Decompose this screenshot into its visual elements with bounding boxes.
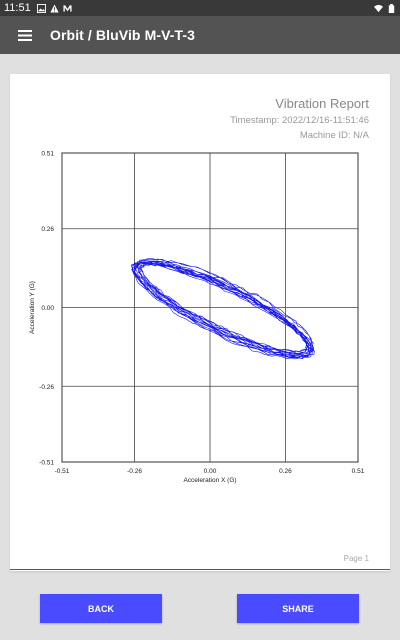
share-button[interactable]: SHARE — [237, 594, 359, 623]
hamburger-menu-icon — [18, 29, 32, 41]
y-tick-label: 0.51 — [41, 151, 54, 158]
image-icon — [36, 3, 46, 13]
y-tick-label: -0.26 — [39, 384, 54, 391]
y-tick-label: 0.00 — [41, 305, 54, 312]
status-bar: 11:51 — [0, 0, 400, 16]
x-tick-label: -0.51 — [55, 468, 70, 475]
report-title: Vibration Report — [275, 96, 369, 111]
status-time: 11:51 — [4, 2, 31, 14]
page-number: Page 1 — [343, 554, 369, 563]
x-tick-label: -0.26 — [127, 468, 142, 475]
wifi-icon — [374, 4, 383, 12]
report-machine-id: Machine ID: N/A — [299, 130, 369, 141]
report-timestamp: Timestamp: 2022/12/16-11:51:46 — [230, 115, 369, 126]
back-button[interactable]: BACK — [40, 594, 162, 623]
report-card: Vibration Report Timestamp: 2022/12/16-1… — [10, 74, 390, 571]
hamburger-menu-button[interactable] — [0, 16, 50, 54]
x-axis-label: Acceleration X (G) — [183, 477, 236, 484]
app-title: Orbit / BluVib M-V-T-3 — [50, 27, 196, 43]
mail-icon — [63, 4, 72, 12]
card-divider — [10, 569, 390, 570]
x-tick-label: 0.51 — [352, 468, 365, 475]
x-tick-label: 0.00 — [204, 468, 217, 475]
x-tick-label: 0.26 — [279, 468, 292, 475]
battery-icon — [388, 3, 395, 13]
y-axis-label: Acceleration Y (G) — [29, 281, 36, 334]
orbit-trace — [131, 258, 315, 360]
orbit-chart: -0.51 -0.26 0.00 0.26 0.51 0.51 0.26 0.00 -0.26 -… — [29, 151, 365, 485]
alert-icon — [50, 3, 59, 13]
y-tick-label: 0.26 — [41, 226, 54, 233]
app-bar: Orbit / BluVib M-V-T-3 — [0, 16, 400, 54]
y-tick-label: -0.51 — [39, 460, 54, 467]
